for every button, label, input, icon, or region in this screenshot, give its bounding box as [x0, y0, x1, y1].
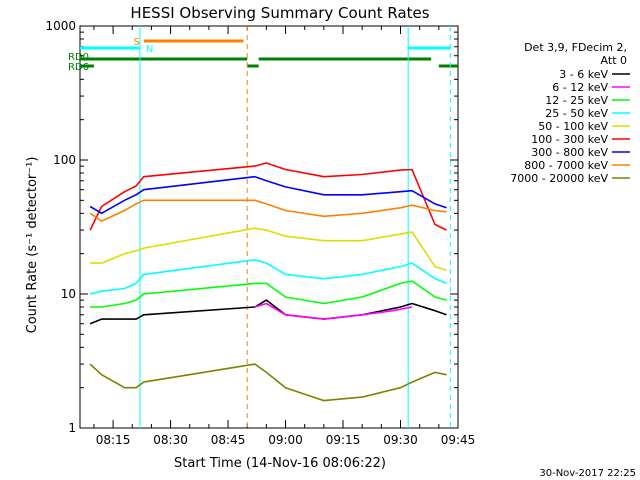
series-line [89, 258, 447, 295]
y-tick-label: 10 [61, 287, 76, 301]
series-line [89, 299, 447, 325]
x-tick-label: 08:45 [211, 433, 246, 447]
flag-bar-label: S [133, 37, 139, 48]
legend-entry-label: 25 - 50 keV [545, 107, 608, 120]
legend-entry-label: 100 - 300 keV [531, 133, 608, 146]
chart-title: HESSI Observing Summary Count Rates [130, 4, 429, 22]
series-line [89, 175, 447, 215]
axis-ticks: 08:15 08:30 08:45 09:00 09:15 09:30 09:45 1 10 10… [45, 19, 475, 447]
legend-title-1: Det 3,9, FDecim 2, [524, 41, 627, 54]
series-line [254, 302, 413, 320]
series-line [90, 227, 447, 272]
series-line [89, 162, 447, 231]
x-tick-label: 09:00 [268, 433, 303, 447]
flag-bar-label: N [146, 44, 153, 55]
x-tick-label: 08:15 [96, 433, 131, 447]
series-line [89, 363, 447, 402]
flag-bar-label: RD6 [68, 62, 89, 73]
x-tick-label: 09:30 [383, 433, 418, 447]
y-axis-label: Count Rate (s⁻¹ detector⁻¹) [25, 157, 40, 334]
series-line [90, 280, 447, 308]
y-tick-label: 1000 [45, 19, 76, 33]
legend-entry-label: 300 - 800 keV [531, 146, 608, 159]
legend-entry-label: 7000 - 20000 keV [510, 172, 608, 185]
flag-bar-label: RD0 [68, 52, 89, 63]
y-tick-label: 100 [53, 153, 76, 167]
x-tick-label: 09:45 [441, 433, 476, 447]
legend-title-2: Att 0 [601, 54, 627, 67]
plot-frame [79, 25, 459, 429]
x-tick-label: 09:15 [326, 433, 361, 447]
y-tick-label: 1 [68, 421, 76, 435]
legend-entry-label: 6 - 12 keV [552, 81, 608, 94]
legend-entry-label: 50 - 100 keV [538, 120, 608, 133]
legend-entry-label: 800 - 7000 keV [524, 159, 608, 172]
x-tick-label: 08:30 [153, 433, 188, 447]
series-lines [89, 162, 447, 402]
legend-entry-label: 3 - 6 keV [559, 68, 608, 81]
series-line [89, 199, 447, 222]
legend-entry-label: 12 - 25 keV [545, 94, 608, 107]
footer-date: 30-Nov-2017 22:25 [539, 468, 636, 479]
x-axis-label: Start Time (14-Nov-16 08:06:22) [174, 456, 386, 471]
